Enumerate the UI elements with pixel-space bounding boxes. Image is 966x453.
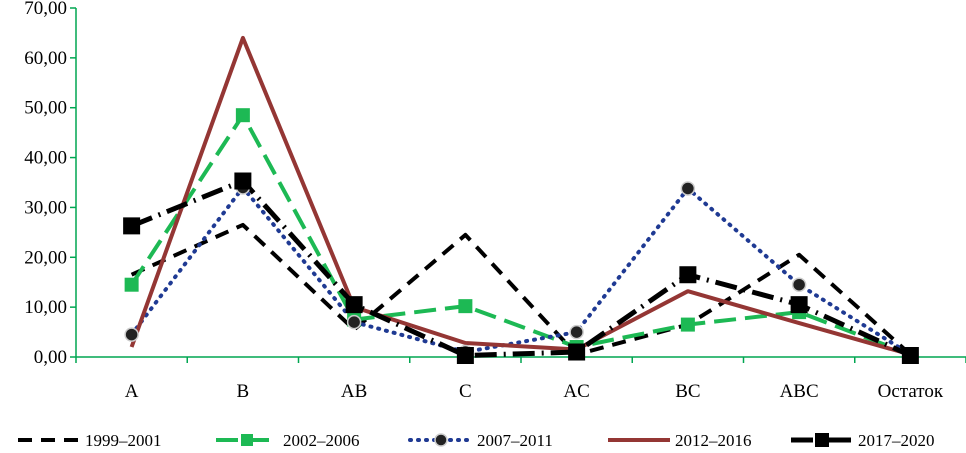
y-tick-label: 0,00 xyxy=(34,347,67,368)
y-tick-label: 10,00 xyxy=(24,297,67,318)
circle-marker xyxy=(680,181,696,196)
series-line-1 xyxy=(129,113,912,357)
x-tick-label: AC xyxy=(563,381,589,402)
square-marker xyxy=(234,172,252,190)
y-tick-label: 50,00 xyxy=(24,98,67,119)
y-tick-label: 20,00 xyxy=(24,247,67,268)
y-tick-label: 60,00 xyxy=(24,48,67,69)
square-marker xyxy=(679,266,697,284)
square-marker xyxy=(458,299,473,314)
legend-label: 2017–2020 xyxy=(858,431,935,450)
square-marker xyxy=(790,296,808,314)
x-tick-label: ABC xyxy=(780,381,819,402)
square-marker xyxy=(123,217,141,235)
x-tick-label: BC xyxy=(675,381,700,402)
square-marker xyxy=(815,433,829,447)
x-tick-label: C xyxy=(459,381,472,402)
square-marker xyxy=(680,317,695,332)
square-marker xyxy=(568,343,586,361)
marker-layer xyxy=(123,108,919,365)
series-layer xyxy=(129,35,913,358)
legend: 1999–2001 2002–2006 2007–2011 2012–2016 2017… xyxy=(18,431,935,450)
circle-marker xyxy=(791,277,807,292)
square-marker xyxy=(241,434,253,446)
x-tick-label: AB xyxy=(341,381,367,402)
circle-marker xyxy=(124,327,139,342)
y-tick-label: 40,00 xyxy=(24,148,67,169)
square-marker xyxy=(345,296,363,314)
circle-marker xyxy=(346,314,362,330)
series-line-3 xyxy=(129,35,911,357)
y-tick-label: 70,00 xyxy=(24,0,67,19)
legend-label: 2007–2011 xyxy=(477,431,553,450)
series-line-0 xyxy=(130,222,912,357)
y-tick-label: 30,00 xyxy=(24,197,67,218)
x-tick-label: B xyxy=(237,381,250,402)
legend-label: 2002–2006 xyxy=(283,431,360,450)
legend-label: 1999–2001 xyxy=(85,431,162,450)
square-marker xyxy=(124,277,139,292)
x-tick-label: Остаток xyxy=(878,381,944,402)
square-marker xyxy=(456,347,474,365)
circle-marker xyxy=(569,324,584,340)
series-line-4 xyxy=(130,178,912,358)
legend-label: 2012–2016 xyxy=(675,431,752,450)
axes: 0,00 10,00 20,00 30,00 40,00 50,00 60,00 70,00 A… xyxy=(24,0,966,402)
square-marker xyxy=(901,347,919,365)
square-marker xyxy=(235,108,250,123)
circle-marker xyxy=(434,433,448,447)
series-line-2 xyxy=(129,185,913,357)
x-tick-label: A xyxy=(125,381,139,402)
